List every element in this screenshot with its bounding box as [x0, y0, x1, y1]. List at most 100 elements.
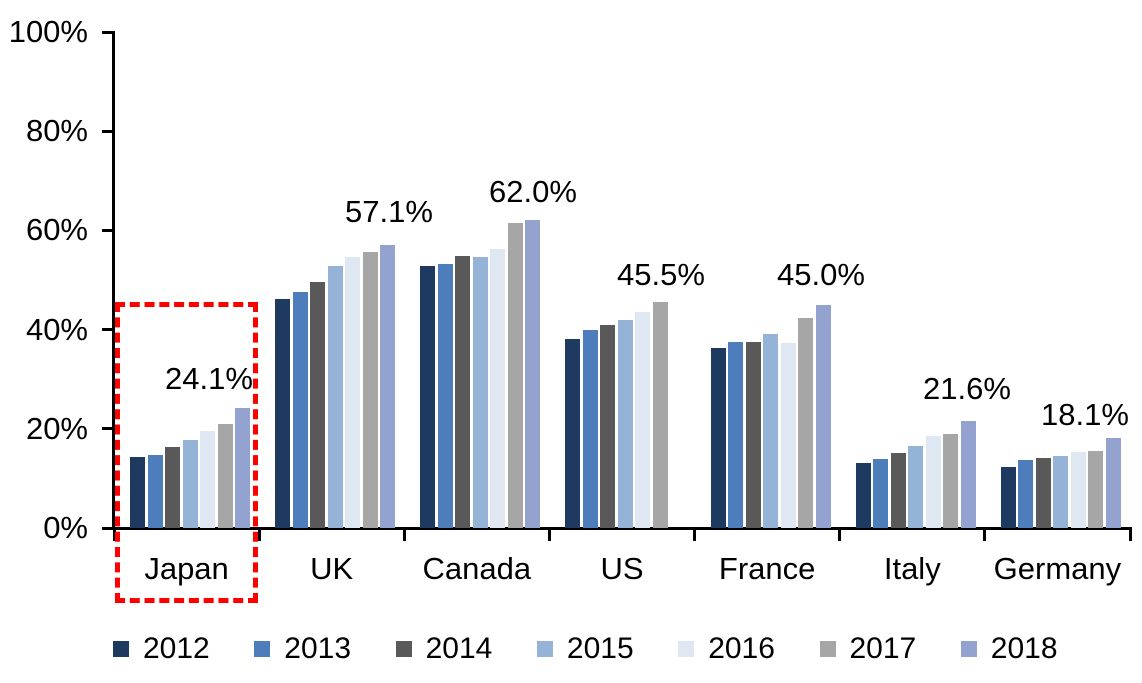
y-tick-mark — [102, 228, 114, 232]
y-axis-tick-label: 0% — [43, 510, 88, 545]
bar-france-2015 — [763, 333, 779, 528]
bar-japan-2015 — [182, 439, 198, 528]
legend-swatch-2014 — [395, 641, 412, 657]
legend-label-2015: 2015 — [566, 632, 634, 665]
bar-uk-2012 — [275, 298, 291, 528]
bar-germany-2014 — [1035, 458, 1051, 528]
x-tick-mark — [693, 528, 697, 541]
category-label-germany: Germany — [993, 551, 1122, 586]
bar-us-2012 — [565, 338, 581, 528]
x-tick-mark — [547, 528, 551, 541]
legend-label-2017: 2017 — [849, 632, 917, 665]
legend-swatch-2016 — [678, 641, 695, 657]
bar-japan-2018 — [235, 408, 250, 528]
x-tick-mark — [1128, 528, 1132, 541]
bar-canada-2012 — [420, 265, 436, 528]
legend-label-2014: 2014 — [425, 632, 493, 665]
y-tick-mark — [102, 129, 114, 133]
legend-label-2012: 2012 — [143, 632, 210, 665]
bar-italy-2013 — [873, 459, 889, 528]
bar-uk-2018 — [380, 244, 396, 528]
data-label-canada: 62.0% — [489, 174, 577, 209]
bar-germany-2012 — [1000, 466, 1016, 528]
bar-uk-2013 — [292, 292, 308, 528]
y-tick-mark — [102, 328, 114, 332]
bar-us-2014 — [600, 325, 616, 528]
bar-us-2013 — [582, 329, 598, 528]
bar-canada-2015 — [472, 257, 488, 528]
bar-italy-2015 — [908, 445, 924, 528]
bar-germany-2018 — [1105, 438, 1121, 528]
bar-uk-2015 — [327, 265, 343, 528]
bar-uk-2016 — [345, 257, 361, 528]
category-label-france: France — [718, 551, 816, 586]
y-tick-mark — [102, 427, 114, 431]
bar-italy-2012 — [855, 462, 871, 528]
bar-us-2017 — [652, 302, 668, 528]
legend-swatch-2018 — [960, 641, 977, 657]
bar-france-2012 — [710, 347, 726, 528]
bar-canada-2016 — [490, 249, 506, 528]
y-tick-mark — [102, 30, 114, 34]
x-tick-mark — [838, 528, 842, 541]
data-label-us: 45.5% — [617, 257, 705, 292]
legend-swatch-2012 — [113, 641, 129, 657]
bar-japan-2012 — [130, 456, 145, 528]
y-tick-mark — [102, 526, 114, 530]
category-label-italy: Italy — [883, 551, 941, 586]
bar-us-2016 — [635, 312, 651, 528]
bar-canada-2018 — [525, 220, 541, 528]
x-tick-mark — [112, 528, 116, 541]
data-label-germany: 18.1% — [1041, 397, 1129, 432]
bar-france-2017 — [798, 318, 814, 528]
y-axis-tick-label: 80% — [25, 113, 88, 149]
bar-germany-2013 — [1018, 459, 1034, 528]
bar-germany-2015 — [1053, 456, 1069, 528]
bar-italy-2016 — [925, 435, 941, 528]
data-label-italy: 21.6% — [923, 371, 1011, 406]
bar-japan-2017 — [217, 424, 233, 528]
category-label-us: US — [600, 551, 644, 586]
category-label-uk: UK — [310, 551, 354, 586]
bar-france-2016 — [780, 342, 796, 528]
category-label-japan: Japan — [144, 551, 229, 586]
bar-italy-2014 — [890, 452, 906, 528]
bar-france-2014 — [745, 342, 761, 528]
bar-france-2018 — [815, 304, 831, 528]
bar-italy-2017 — [943, 434, 959, 528]
legend-swatch-2013 — [254, 641, 271, 657]
y-axis-tick-label: 20% — [25, 410, 88, 446]
x-tick-mark — [983, 528, 987, 541]
bar-germany-2017 — [1088, 450, 1104, 528]
bar-italy-2018 — [960, 420, 976, 528]
y-axis-tick-label: 40% — [25, 311, 88, 347]
legend-label-2016: 2016 — [708, 632, 775, 665]
data-label-france: 45.0% — [777, 257, 865, 292]
legend-label-2018: 2018 — [990, 632, 1058, 665]
data-label-uk: 57.1% — [345, 194, 433, 229]
bar-japan-2013 — [147, 454, 163, 528]
x-tick-mark — [402, 528, 406, 541]
x-axis-line — [112, 527, 1132, 530]
japan-highlight-dashed-box — [115, 302, 258, 603]
legend-swatch-2015 — [536, 641, 553, 657]
bar-us-2015 — [617, 320, 633, 528]
bar-canada-2017 — [507, 222, 523, 528]
bar-japan-2014 — [165, 447, 180, 528]
x-tick-mark — [257, 528, 261, 541]
bar-canada-2013 — [437, 263, 453, 528]
bar-canada-2014 — [455, 256, 471, 528]
y-axis-tick-label: 60% — [25, 212, 88, 248]
bar-uk-2017 — [362, 251, 378, 528]
y-axis-line — [112, 31, 115, 529]
bar-germany-2016 — [1070, 452, 1086, 528]
bar-uk-2014 — [310, 281, 326, 528]
legend-label-2013: 2013 — [284, 632, 352, 665]
bar-japan-2016 — [200, 430, 215, 528]
data-label-japan: 24.1% — [165, 361, 253, 396]
bar-france-2013 — [728, 341, 744, 528]
legend-swatch-2017 — [819, 641, 836, 657]
category-label-canada: Canada — [422, 551, 532, 586]
y-axis-tick-label: 100% — [8, 14, 88, 49]
